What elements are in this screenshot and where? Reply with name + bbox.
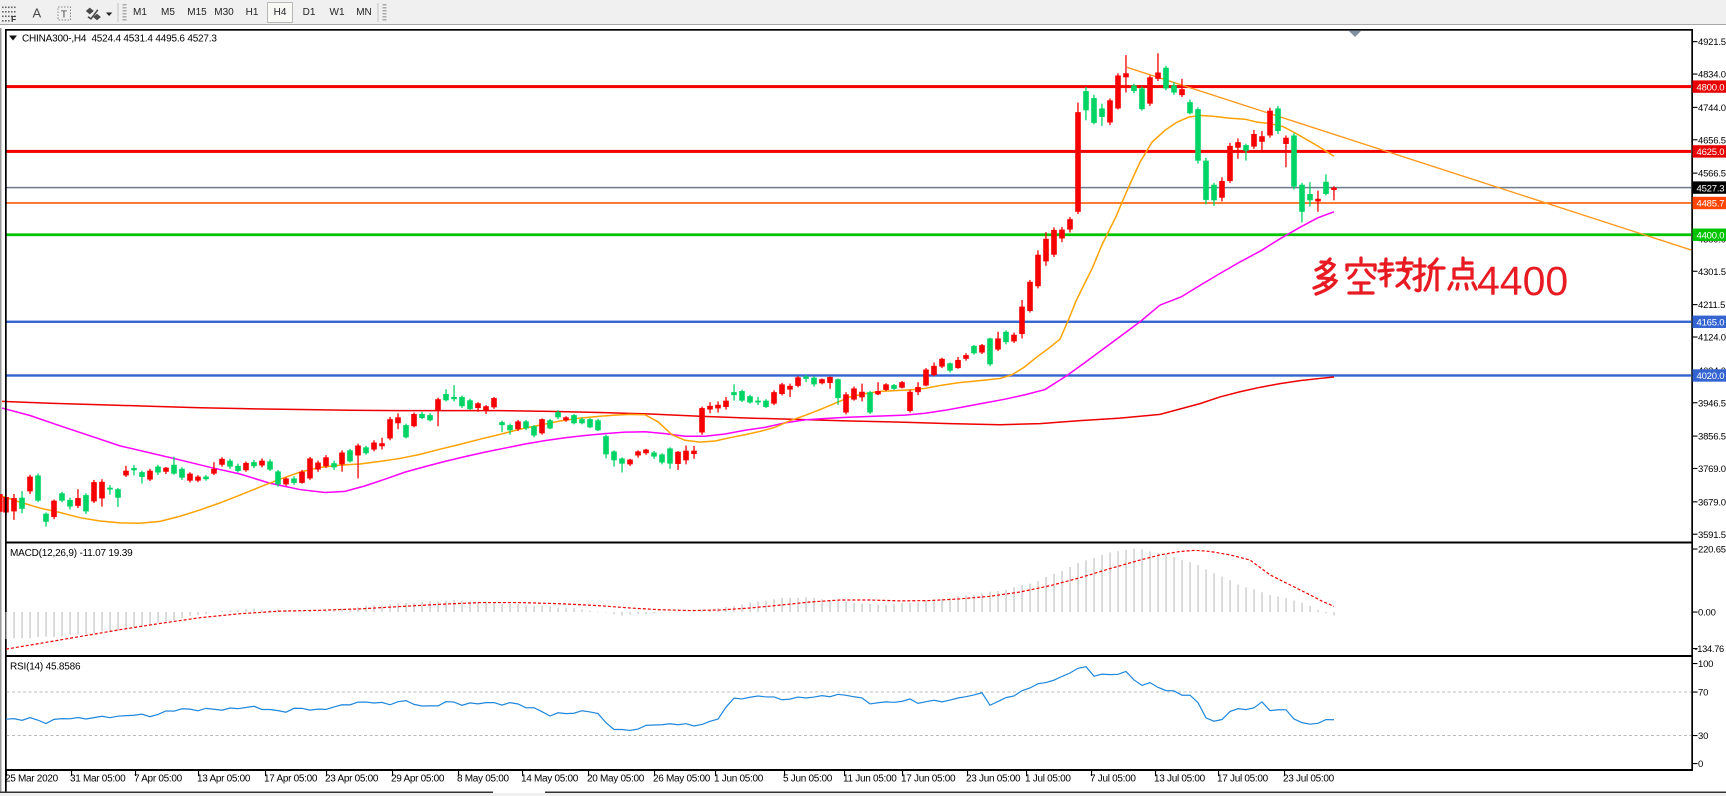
svg-text:4301.5: 4301.5	[1698, 267, 1726, 278]
svg-text:20 May 05:00: 20 May 05:00	[587, 774, 645, 785]
svg-text:4625.0: 4625.0	[1697, 147, 1725, 158]
svg-text:3769.0: 3769.0	[1698, 464, 1726, 475]
svg-text:3591.5: 3591.5	[1698, 530, 1726, 541]
svg-text:220.65: 220.65	[1698, 545, 1726, 556]
svg-text:25 Mar 2020: 25 Mar 2020	[5, 774, 59, 785]
svg-text:3679.0: 3679.0	[1698, 497, 1726, 508]
svg-text:17 Jul 05:00: 17 Jul 05:00	[1217, 774, 1269, 785]
svg-text:3856.5: 3856.5	[1698, 432, 1726, 443]
svg-text:0.00: 0.00	[1698, 608, 1716, 619]
svg-text:1 Jun 05:00: 1 Jun 05:00	[714, 774, 764, 785]
svg-text:0: 0	[1698, 759, 1703, 770]
svg-text:17 Jun 05:00: 17 Jun 05:00	[901, 774, 956, 785]
svg-text:T: T	[61, 9, 68, 21]
svg-text:31 Mar 05:00: 31 Mar 05:00	[70, 774, 126, 785]
svg-text:30: 30	[1698, 731, 1708, 742]
svg-text:CHINA300-,H4 4524.4 4531.4 44: CHINA300-,H4 4524.4 4531.4 4495.6 4527.3	[22, 34, 217, 45]
svg-text:4921.5: 4921.5	[1698, 37, 1726, 48]
svg-text:17 Apr 05:00: 17 Apr 05:00	[264, 774, 318, 785]
svg-text:4165.0: 4165.0	[1697, 317, 1725, 328]
svg-text:8 May 05:00: 8 May 05:00	[457, 774, 509, 785]
svg-text:4527.3: 4527.3	[1697, 183, 1725, 194]
svg-text:70: 70	[1698, 688, 1708, 699]
svg-text:4400.0: 4400.0	[1697, 230, 1725, 241]
svg-text:13 Apr 05:00: 13 Apr 05:00	[197, 774, 251, 785]
svg-text:26 May 05:00: 26 May 05:00	[653, 774, 711, 785]
svg-text:100: 100	[1698, 659, 1713, 670]
svg-text:4800.0: 4800.0	[1697, 82, 1725, 93]
svg-text:MACD(12,26,9) -11.07 19.39: MACD(12,26,9) -11.07 19.39	[10, 548, 133, 559]
svg-text:RSI(14) 45.8586: RSI(14) 45.8586	[10, 662, 81, 673]
svg-text:23 Jun 05:00: 23 Jun 05:00	[966, 774, 1021, 785]
svg-text:14 May 05:00: 14 May 05:00	[521, 774, 579, 785]
svg-text:4400: 4400	[1477, 258, 1568, 304]
svg-text:4834.0: 4834.0	[1698, 70, 1726, 81]
svg-text:A: A	[33, 6, 42, 21]
svg-text:-134.76: -134.76	[1695, 644, 1725, 654]
svg-text:23 Jul 05:00: 23 Jul 05:00	[1283, 774, 1335, 785]
svg-text:3946.5: 3946.5	[1698, 398, 1726, 409]
svg-text:11 Jun 05:00: 11 Jun 05:00	[843, 774, 897, 785]
svg-text:23 Apr 05:00: 23 Apr 05:00	[325, 774, 379, 785]
svg-text:F: F	[11, 14, 16, 24]
svg-text:1 Jul 05:00: 1 Jul 05:00	[1025, 774, 1071, 785]
svg-text:4566.5: 4566.5	[1698, 169, 1726, 180]
svg-text:4124.0: 4124.0	[1698, 333, 1726, 344]
svg-text:4656.5: 4656.5	[1698, 135, 1726, 146]
svg-text:4485.7: 4485.7	[1697, 199, 1725, 210]
svg-text:7 Apr 05:00: 7 Apr 05:00	[134, 774, 183, 785]
svg-text:7 Jul 05:00: 7 Jul 05:00	[1090, 774, 1136, 785]
svg-text:5 Jun 05:00: 5 Jun 05:00	[783, 774, 833, 785]
svg-text:13 Jul 05:00: 13 Jul 05:00	[1154, 774, 1206, 785]
svg-text:4744.0: 4744.0	[1698, 103, 1726, 114]
svg-text:4211.5: 4211.5	[1698, 300, 1725, 311]
svg-text:4020.0: 4020.0	[1697, 371, 1725, 382]
svg-text:29 Apr 05:00: 29 Apr 05:00	[391, 774, 445, 785]
